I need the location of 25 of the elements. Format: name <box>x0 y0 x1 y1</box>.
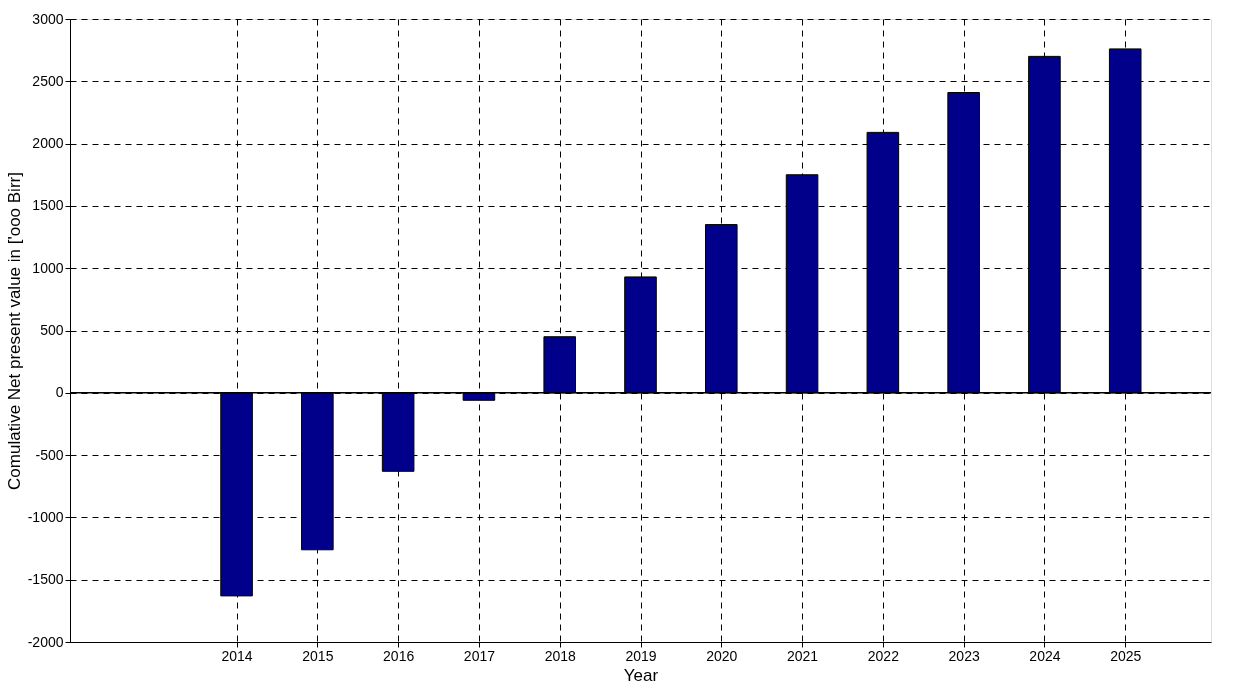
y-tick-label: -500 <box>35 446 64 463</box>
y-tick-label: 1000 <box>32 259 64 276</box>
y-tick-label: 1500 <box>32 197 64 214</box>
x-tick-label: 2020 <box>706 647 738 664</box>
x-tick-label: 2022 <box>867 647 900 664</box>
x-tick-label: 2017 <box>463 647 496 664</box>
y-tick-label: -2000 <box>27 633 64 650</box>
x-tick-label: 2019 <box>625 647 657 664</box>
y-tick-label: -1500 <box>27 571 64 588</box>
y-tick-label: 500 <box>40 322 64 338</box>
x-tick-label: 2023 <box>948 647 980 664</box>
x-tick-label: 2021 <box>786 647 819 664</box>
x-tick-label: 2025 <box>1110 647 1142 664</box>
y-tick-label: -1000 <box>27 508 64 525</box>
y-axis-title: Comulative Net present value in ['ooo Birr] <box>4 172 24 490</box>
x-tick-label: 2015 <box>302 647 334 664</box>
y-tick-label: 3000 <box>32 10 64 27</box>
x-tick-label: 2024 <box>1029 647 1061 664</box>
x-axis-title: Year <box>623 665 659 685</box>
x-tick-label: 2014 <box>221 647 253 664</box>
x-tick-label: 2016 <box>383 647 415 664</box>
x-tick-label: 2018 <box>544 647 576 664</box>
y-tick-label: 2500 <box>32 72 64 89</box>
y-tick-label: 0 <box>55 384 64 401</box>
y-tick-label: 2000 <box>32 135 64 152</box>
